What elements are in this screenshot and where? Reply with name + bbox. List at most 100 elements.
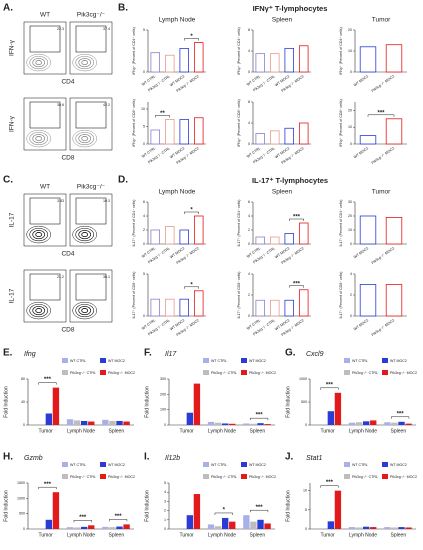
bar [207,421,215,425]
contour [26,129,51,148]
contour [26,301,51,320]
bar [81,526,88,529]
bar [45,519,53,529]
y-tick-label: 1500 [17,481,25,485]
y-tick-label: 0 [23,527,25,531]
significance: * [190,34,193,40]
y-tick-label: 30 [348,200,352,204]
x-axis-label: CD8 [61,327,74,334]
y-tick-label: 500 [301,400,307,404]
y-axis-label: IFNγ⁺ (Percent of CD4⁺ cells) [132,27,136,75]
gate [29,197,61,225]
x-tick-label: Lymph Node [349,532,377,538]
x-tick-label: Tumor [180,532,195,538]
contour [81,232,89,238]
gate-value: 21.2 [57,275,64,279]
bar [222,517,229,529]
x-tick-label: Spleen [250,532,266,538]
bar [284,127,294,145]
y-tick-label: 8 [248,28,250,32]
y-tick-label: 100 [160,408,166,412]
y-axis-label: IL17⁺ (Percent of CD4⁺ cells) [339,200,343,247]
bar [193,215,204,245]
y-tick-label: 0 [164,423,166,427]
x-tick-label: Spleen [109,532,125,538]
y-tick-label: 0 [350,314,352,318]
y-axis-label: IL17⁺ (Percent of CD8⁺ cells) [132,272,136,319]
y-tick-label: 200 [160,392,166,396]
y-tick-label: 6 [143,200,145,204]
bar [243,515,250,529]
group-label: WT [40,184,50,191]
contour [32,230,46,240]
bar [109,527,116,529]
bar [391,527,398,529]
bar [384,527,391,529]
x-tick-label: Spleen [391,532,407,538]
bar [359,284,377,317]
y-axis-label: Fold Induction [285,490,291,522]
y-axis-label: IFNγ⁺ (Percent of CD8⁺ cells) [339,99,343,147]
bar [179,48,189,73]
y-tick-label: 2 [248,228,250,232]
group-label: Pik3cg⁻/⁻ [77,12,106,19]
bar [179,229,189,245]
y-tick-label: 4 [248,121,250,125]
y-tick-label: 0 [143,314,145,318]
legend-label: Pik3cg⁻/⁻ MOC2 [249,371,276,375]
bar [164,226,175,245]
x-tick-label: Spleen [109,428,125,434]
contour [75,55,94,70]
bar [164,119,175,145]
bar [250,521,257,529]
contour [78,230,92,240]
bar [102,419,109,425]
bar [327,411,335,425]
bar [66,419,74,425]
x-tick-label: WT MOC2 [353,74,369,87]
bar [298,289,309,317]
y-axis-label: Fold Induction [144,386,150,418]
gate-value: 10.3 [103,199,110,203]
sig-bracket [320,387,339,390]
bar [186,515,194,529]
contour [32,134,46,144]
x-tick-label: Lymph Node [67,532,95,538]
bar [88,421,95,425]
sig-bracket [38,382,57,385]
y-tick-label: 1000 [17,496,25,500]
bar [359,135,377,145]
y-axis-label: IFNγ⁺ (Percent of CD4⁺ cells) [339,27,343,75]
significance: *** [44,377,52,383]
sig-bracket [367,114,395,117]
sig-bracket [320,485,339,488]
bar [52,492,60,529]
contour [35,136,43,142]
legend-label: WT MOC2 [249,359,266,363]
panel-label: E. [3,348,13,359]
x-tick-label: Tumor [321,428,336,434]
contour [29,131,49,146]
gate-value: 36.1 [103,275,110,279]
group-label: Pik3cg⁻/⁻ [77,184,106,191]
bar [186,412,194,425]
legend-label: Pik3cg⁻/⁻ MOC2 [249,475,276,479]
column-title: Spleen [272,189,293,196]
bar [109,420,116,425]
y-tick-label: 0 [164,527,166,531]
sig-bracket [184,38,199,41]
bar [207,524,215,529]
bar [257,423,264,425]
sig-bracket [109,519,128,522]
y-tick-label: 6 [248,200,250,204]
y-axis-label: Fold Induction [3,490,9,522]
contour [29,303,49,318]
legend-label: Pik3cg⁻/⁻ CTRL [70,371,96,375]
y-tick-label: 10 [348,49,352,53]
contour [29,55,49,70]
legend-swatch [100,474,106,479]
x-tick-label: Spleen [391,428,407,434]
gate [29,25,61,53]
legend-label: Pik3cg⁻/⁻ MOC2 [108,371,135,375]
y-tick-label: 0 [350,70,352,74]
